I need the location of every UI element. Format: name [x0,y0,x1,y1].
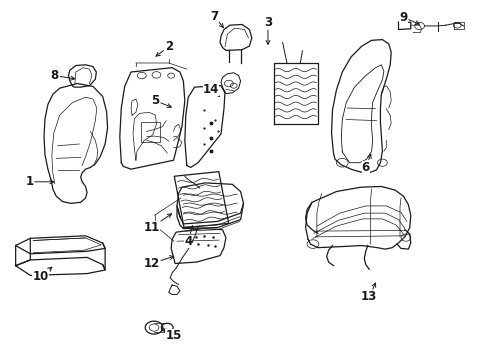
Text: 15: 15 [163,329,182,342]
Text: 12: 12 [143,256,173,270]
Text: 9: 9 [399,11,418,24]
Text: 11: 11 [143,214,171,234]
Text: 13: 13 [360,283,377,303]
Text: 14: 14 [203,83,219,97]
Text: 6: 6 [361,154,370,174]
Bar [141,122,160,142]
Text: 2: 2 [156,40,172,56]
Text: 4: 4 [184,226,193,248]
Text: 8: 8 [51,69,75,82]
Text: 3: 3 [264,16,271,44]
Text: 1: 1 [25,175,54,188]
Text: 7: 7 [210,10,223,28]
Text: 10: 10 [32,267,52,283]
Text: 5: 5 [151,94,171,107]
